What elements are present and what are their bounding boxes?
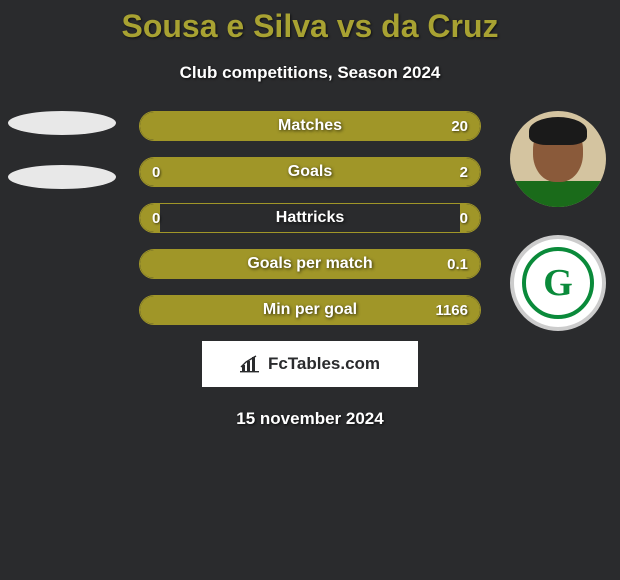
club-inner-circle: G	[522, 247, 594, 319]
stat-value-right: 0	[460, 210, 468, 227]
stat-label: Hattricks	[276, 209, 344, 227]
stat-value-right: 20	[451, 118, 468, 135]
right-club-badge: G	[510, 235, 606, 331]
header: Sousa e Silva vs da Cruz Club competitio…	[0, 0, 620, 83]
right-player-badges: G	[510, 111, 606, 331]
stat-label: Goals per match	[247, 255, 372, 273]
page-subtitle: Club competitions, Season 2024	[0, 63, 620, 83]
stat-row-hattricks: 0 Hattricks 0	[139, 203, 481, 233]
right-player-avatar	[510, 111, 606, 207]
bar-chart-icon	[240, 355, 262, 373]
stat-label: Goals	[288, 163, 332, 181]
left-player-badges	[8, 111, 116, 219]
avatar-shirt	[510, 181, 606, 207]
stat-value-left: 0	[152, 210, 160, 227]
club-letter: G	[543, 261, 573, 305]
snapshot-date: 15 november 2024	[0, 409, 620, 429]
stat-value-left: 0	[152, 164, 160, 181]
stat-row-min-per-goal: Min per goal 1166	[139, 295, 481, 325]
left-club-placeholder	[8, 165, 116, 189]
brand-box[interactable]: FcTables.com	[202, 341, 418, 387]
stat-value-right: 2	[460, 164, 468, 181]
left-player-placeholder	[8, 111, 116, 135]
stat-row-matches: Matches 20	[139, 111, 481, 141]
stat-value-right: 1166	[435, 302, 468, 319]
stat-value-right: 0.1	[447, 256, 468, 273]
stat-row-goals: 0 Goals 2	[139, 157, 481, 187]
brand-text: FcTables.com	[268, 354, 380, 374]
page-title: Sousa e Silva vs da Cruz	[0, 8, 620, 45]
avatar-hair	[529, 117, 587, 145]
stat-label: Matches	[278, 117, 342, 135]
comparison-content: G Matches 20 0 Goals 2 0 Hattricks 0 Goa…	[0, 111, 620, 429]
stat-row-goals-per-match: Goals per match 0.1	[139, 249, 481, 279]
stat-label: Min per goal	[263, 301, 357, 319]
stat-rows: Matches 20 0 Goals 2 0 Hattricks 0 Goals…	[139, 111, 481, 325]
